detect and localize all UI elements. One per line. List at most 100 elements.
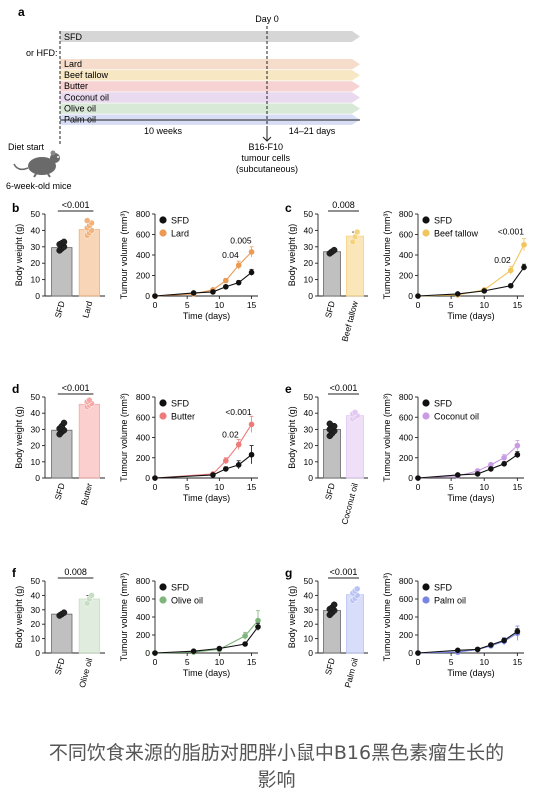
y-axis-label: Body weight (g) bbox=[14, 406, 24, 469]
x-tick-label: 15 bbox=[247, 657, 257, 667]
x-category-label: Lard bbox=[80, 300, 94, 319]
y-tick-label: 0 bbox=[308, 473, 313, 483]
legend-marker bbox=[159, 229, 167, 237]
data-point bbox=[488, 466, 494, 472]
y-tick-label: 10 bbox=[304, 634, 314, 644]
data-point bbox=[223, 277, 229, 284]
x-tick-label: 10 bbox=[480, 657, 490, 667]
x-axis-label: Time (days) bbox=[183, 668, 230, 678]
y-tick-label: 30 bbox=[304, 424, 314, 434]
y-axis-label: Tumour volume (mm³) bbox=[382, 393, 392, 482]
data-point bbox=[330, 601, 338, 609]
y-tick-label: 20 bbox=[31, 258, 41, 268]
x-tick-label: 5 bbox=[449, 657, 454, 667]
legend-label: SFD bbox=[434, 216, 453, 226]
significance-annotation: <0.001 bbox=[225, 407, 252, 417]
y-tick-label: 600 bbox=[136, 412, 150, 422]
y-tick-label: 0 bbox=[145, 473, 150, 483]
legend-label: SFD bbox=[434, 399, 453, 409]
panel-d-body-weight-chart: d 0 10 20 30 40 50 Body weight (g) SFD Butter <0.0… bbox=[12, 382, 105, 506]
y-tick-label: 10 bbox=[31, 275, 41, 285]
data-point bbox=[60, 609, 68, 616]
legend-label: SFD bbox=[171, 216, 190, 226]
y-tick-label: 800 bbox=[399, 392, 413, 402]
diet-bar-label: Beef tallow bbox=[64, 70, 109, 80]
mice-label: 6-week-old mice bbox=[6, 181, 72, 191]
y-tick-label: 800 bbox=[136, 576, 150, 586]
x-category-label: Beef tallow bbox=[340, 299, 361, 343]
data-point bbox=[501, 461, 507, 467]
data-point bbox=[454, 472, 461, 478]
y-tick-label: 0 bbox=[308, 648, 313, 658]
p-value-label: <0.001 bbox=[330, 567, 358, 577]
x-tick-label: 5 bbox=[449, 300, 454, 310]
y-axis-label: Body weight (g) bbox=[287, 406, 297, 469]
data-point bbox=[210, 472, 216, 478]
x-tick-label: 0 bbox=[416, 657, 421, 667]
diet-bar-label: Lard bbox=[64, 59, 82, 69]
legend-marker bbox=[422, 596, 430, 604]
y-tick-label: 20 bbox=[31, 619, 41, 629]
x-category-label: SFD bbox=[53, 657, 67, 676]
series-butter bbox=[152, 415, 255, 481]
x-category-label: SFD bbox=[53, 300, 67, 319]
y-tick-label: 30 bbox=[31, 605, 41, 615]
series-lard bbox=[152, 246, 255, 299]
diet-bar-lard: Lard bbox=[60, 59, 360, 70]
y-axis-label: Body weight (g) bbox=[14, 586, 24, 649]
y-tick-label: 50 bbox=[31, 209, 41, 219]
panel-label: e bbox=[285, 382, 292, 396]
bar-sfd bbox=[51, 247, 73, 297]
x-category-label: SFD bbox=[323, 300, 337, 319]
y-tick-label: 10 bbox=[31, 457, 41, 467]
weeks-label: 10 weeks bbox=[144, 126, 183, 136]
x-tick-label: 5 bbox=[185, 657, 190, 667]
series-sfd bbox=[152, 445, 255, 481]
y-tick-label: 200 bbox=[136, 271, 150, 281]
data-point bbox=[330, 246, 338, 254]
y-tick-label: 600 bbox=[136, 230, 150, 240]
y-tick-label: 30 bbox=[31, 242, 41, 252]
data-point bbox=[488, 642, 494, 648]
data-point bbox=[210, 289, 216, 295]
y-tick-label: 0 bbox=[145, 291, 150, 301]
bar-sfd bbox=[51, 613, 73, 654]
day0-label: Day 0 bbox=[255, 14, 279, 24]
legend-label: SFD bbox=[171, 399, 190, 409]
p-value-label: <0.001 bbox=[330, 383, 358, 393]
diet-bar-beef-tallow: Beef tallow bbox=[60, 70, 360, 81]
panel-e-body-weight-chart: e 0 10 20 30 40 50 Body weight (g) SFD Coconut oi… bbox=[285, 382, 368, 526]
data-point bbox=[242, 641, 248, 647]
x-tick-label: 15 bbox=[513, 482, 523, 492]
caption-line-1: 不同饮食来源的脂肪对肥胖小鼠中B16黑色素瘤生长的 bbox=[48, 742, 505, 764]
y-tick-label: 20 bbox=[304, 258, 314, 268]
data-point bbox=[223, 466, 229, 472]
bar-palm-oil bbox=[346, 594, 364, 654]
y-tick-label: 0 bbox=[408, 473, 413, 483]
y-tick-label: 800 bbox=[399, 209, 413, 219]
legend-marker bbox=[422, 216, 430, 224]
data-point bbox=[454, 291, 461, 297]
x-category-label: Coconut oil bbox=[339, 482, 360, 526]
data-point bbox=[190, 290, 197, 296]
mouse-icon bbox=[13, 150, 60, 178]
data-point bbox=[152, 650, 158, 656]
series-sfd bbox=[415, 628, 521, 656]
panel-b-body-weight-chart: b 0 10 20 30 40 50 Body weight (g) SFD Lard <0.001 bbox=[12, 200, 105, 319]
diet-bar-shape bbox=[60, 103, 360, 114]
data-point bbox=[248, 249, 255, 255]
y-tick-label: 400 bbox=[399, 250, 413, 260]
y-axis-label: Body weight (g) bbox=[287, 224, 297, 287]
p-value-label: <0.001 bbox=[62, 383, 90, 393]
y-tick-label: 40 bbox=[304, 225, 314, 235]
x-tick-label: 5 bbox=[185, 482, 190, 492]
panel-e-tumour-volume-chart: 0 200 400 600 800 0 5 10 15 Time (days) Tumour vol… bbox=[382, 392, 524, 503]
legend-marker bbox=[159, 216, 167, 224]
diet-bar-coconut-oil: Coconut oil bbox=[60, 92, 360, 103]
series-sfd bbox=[152, 622, 261, 656]
bar-beef-tallow bbox=[346, 235, 364, 297]
y-tick-label: 600 bbox=[399, 412, 413, 422]
y-tick-label: 10 bbox=[304, 275, 314, 285]
y-tick-label: 0 bbox=[35, 473, 40, 483]
